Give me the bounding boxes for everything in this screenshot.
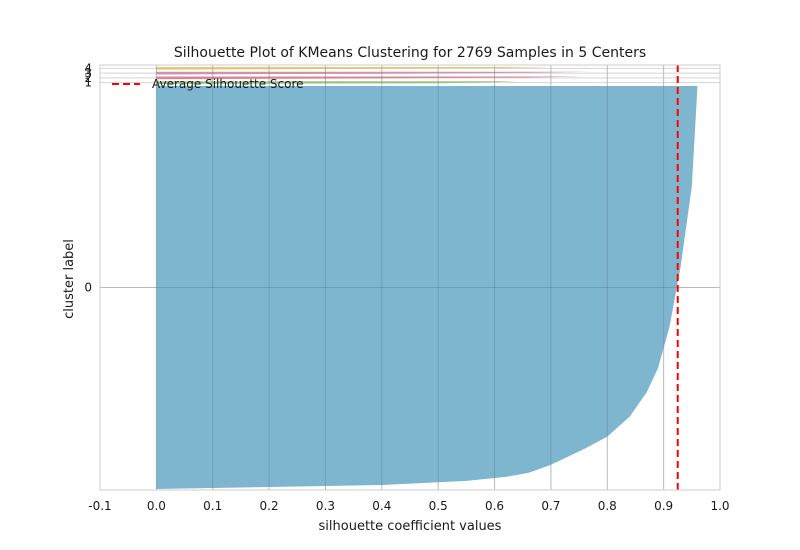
y-tick-label: 3 (84, 66, 92, 80)
y-tick-label: 2 (84, 71, 92, 85)
x-tick-label: 0.3 (316, 499, 335, 513)
cluster-4-silhouette (156, 67, 551, 70)
y-tick-label: 1 (84, 76, 92, 90)
x-tick-label: 0.1 (203, 499, 222, 513)
x-tick-label: 0.5 (429, 499, 448, 513)
legend-label: Average Silhouette Score (152, 77, 304, 91)
x-tick-label: -0.1 (88, 499, 111, 513)
chart-title: Silhouette Plot of KMeans Clustering for… (174, 45, 646, 61)
x-tick-label: 0.0 (147, 499, 166, 513)
cluster-3-silhouette (156, 71, 591, 75)
plot-frame (99, 64, 721, 491)
x-tick-label: 0.9 (654, 499, 673, 513)
x-tick-label: 0.2 (260, 499, 279, 513)
y-tick-label: 0 (84, 281, 92, 295)
cluster-0-silhouette (156, 86, 698, 489)
x-tick-label: 0.6 (485, 499, 504, 513)
x-tick-label: 0.4 (372, 499, 391, 513)
cluster-2-silhouette (156, 76, 585, 80)
x-tick-label: 0.7 (541, 499, 560, 513)
y-tick-label: 4 (84, 61, 92, 75)
y-axis-label: cluster label (62, 239, 77, 319)
x-tick-label: 0.8 (598, 499, 617, 513)
cluster-1-silhouette (156, 81, 518, 84)
x-axis-label: silhouette coefficient values (319, 519, 502, 534)
x-tick-label: 1.0 (710, 499, 729, 513)
